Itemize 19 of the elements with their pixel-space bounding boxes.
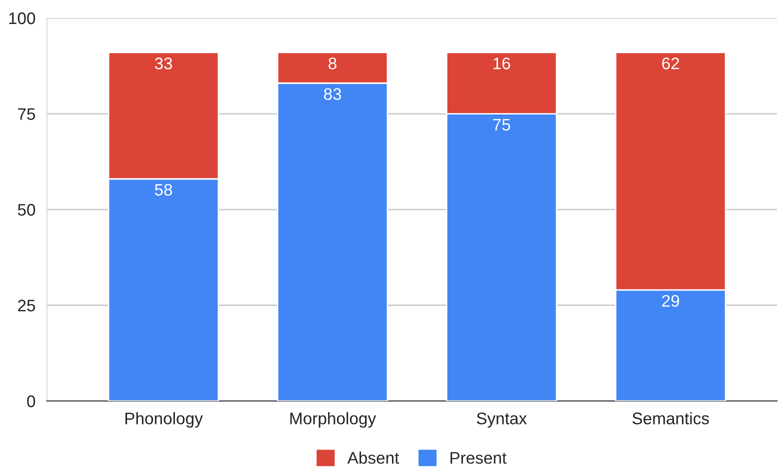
x-tick-label: Morphology (290, 412, 376, 428)
y-tick-label: 75 (18, 108, 36, 120)
data-label: 8 (328, 58, 336, 70)
x-tick-label: Phonology (125, 412, 203, 428)
legend-label: Absent (347, 452, 400, 464)
x-tick-label: Syntax (476, 412, 527, 428)
data-label: 33 (154, 58, 172, 70)
x-tick-label: Semantics (632, 412, 709, 424)
data-label: 83 (324, 88, 342, 100)
data-label: 62 (662, 58, 680, 70)
legend-label: Present (450, 452, 507, 464)
data-label: 29 (662, 294, 680, 307)
y-tick-label: 50 (18, 204, 36, 216)
y-tick-label: 100 (9, 12, 36, 24)
y-tick-label: 25 (18, 300, 36, 312)
data-label: 16 (494, 58, 510, 70)
data-label: 75 (493, 118, 510, 131)
data-label: 58 (154, 184, 172, 196)
y-tick-label: 0 (27, 395, 36, 408)
